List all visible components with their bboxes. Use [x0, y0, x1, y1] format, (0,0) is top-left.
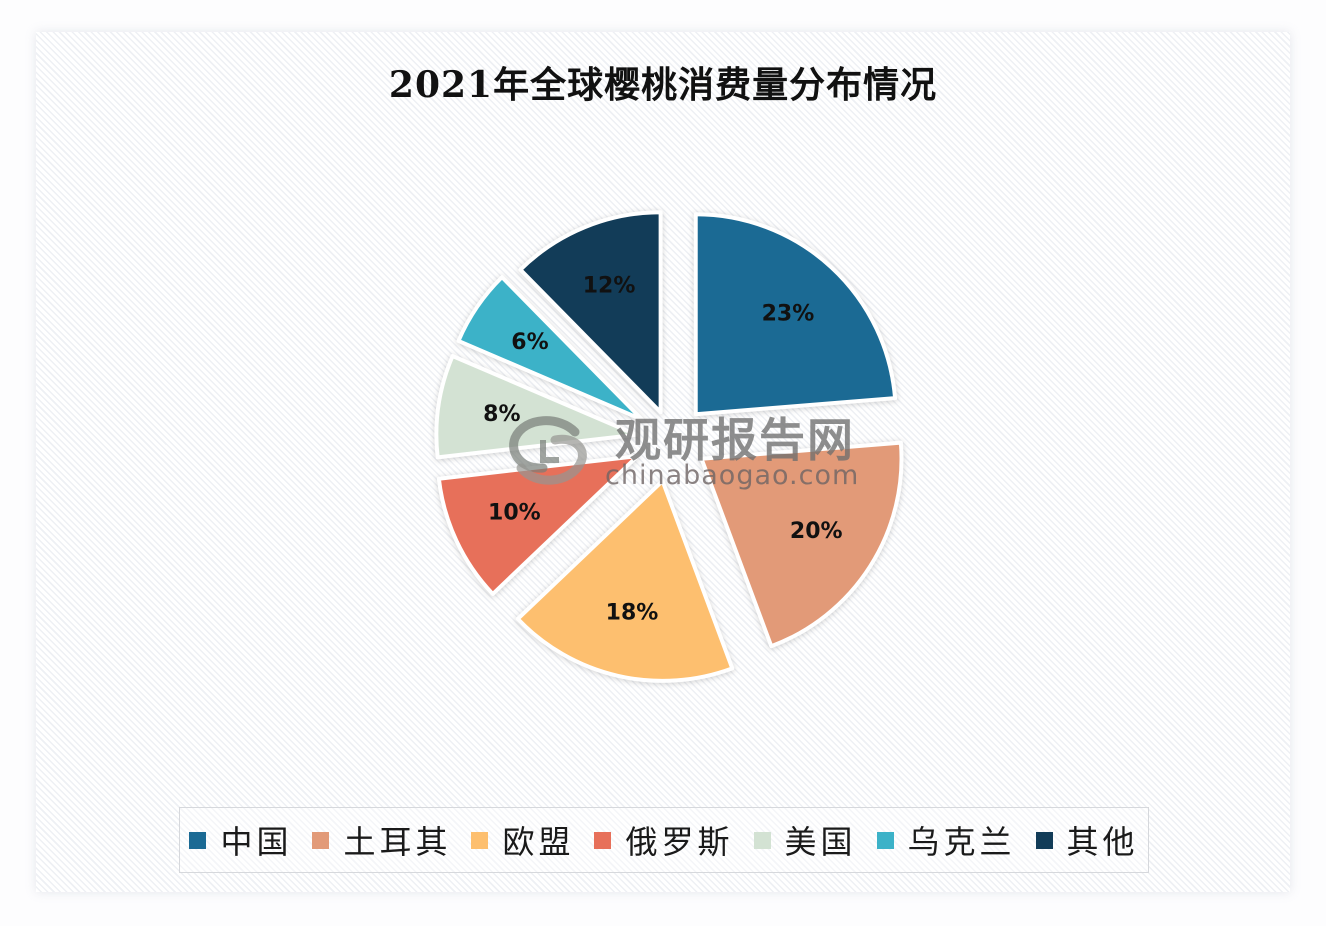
slice-label-china: 23% — [762, 301, 815, 326]
slice-label-eu: 18% — [606, 600, 659, 625]
legend-item-usa[interactable]: 美国 — [753, 817, 857, 863]
legend-swatch-icon — [189, 831, 207, 849]
pie-slice-eu[interactable] — [515, 478, 735, 683]
legend-item-ukraine[interactable]: 乌克兰 — [876, 817, 1016, 863]
pie-slices — [434, 210, 904, 683]
slice-label-ukraine: 6% — [511, 330, 548, 355]
pie-slice-other[interactable] — [518, 210, 663, 415]
legend-item-other[interactable]: 其他 — [1035, 817, 1139, 863]
legend-swatch-icon — [876, 831, 894, 849]
legend-swatch-icon — [594, 831, 612, 849]
legend-label: 其他 — [1066, 823, 1139, 861]
legend-label: 乌克兰 — [907, 823, 1016, 861]
legend-label: 俄罗斯 — [625, 823, 734, 861]
pie-slice-china[interactable] — [693, 212, 898, 417]
legend-label: 美国 — [784, 823, 857, 861]
legend-item-china[interactable]: 中国 — [189, 817, 292, 863]
pie-labels: 23% 20% 18% 10% 8% 6% 12% — [483, 273, 842, 625]
legend-item-eu[interactable]: 欧盟 — [471, 817, 574, 863]
legend-swatch-icon — [471, 831, 489, 849]
slice-label-other: 12% — [583, 273, 636, 298]
legend-item-russia[interactable]: 俄罗斯 — [594, 817, 733, 863]
chart-title: 2021年全球樱桃消费量分布情况 — [388, 64, 938, 106]
pie-slice-turkey[interactable] — [699, 440, 904, 649]
legend-swatch-icon — [753, 831, 771, 849]
legend-item-turkey[interactable]: 土耳其 — [312, 817, 451, 863]
legend-label: 欧盟 — [502, 823, 575, 861]
legend-swatch-icon — [312, 831, 330, 849]
slice-label-turkey: 20% — [790, 519, 843, 544]
slice-label-russia: 10% — [488, 501, 541, 526]
chart-panel — [36, 32, 1290, 892]
slice-label-usa: 8% — [483, 402, 520, 427]
pie-slice-ukraine[interactable] — [456, 275, 645, 422]
pie-slice-russia[interactable] — [436, 454, 640, 597]
pie-slice-usa[interactable] — [434, 353, 639, 460]
chart-legend: 中国 土耳其 欧盟 俄罗斯 美国 乌克兰 其他 — [179, 807, 1149, 873]
legend-label: 土耳其 — [343, 823, 452, 861]
legend-label: 中国 — [220, 823, 293, 861]
legend-swatch-icon — [1035, 831, 1053, 849]
